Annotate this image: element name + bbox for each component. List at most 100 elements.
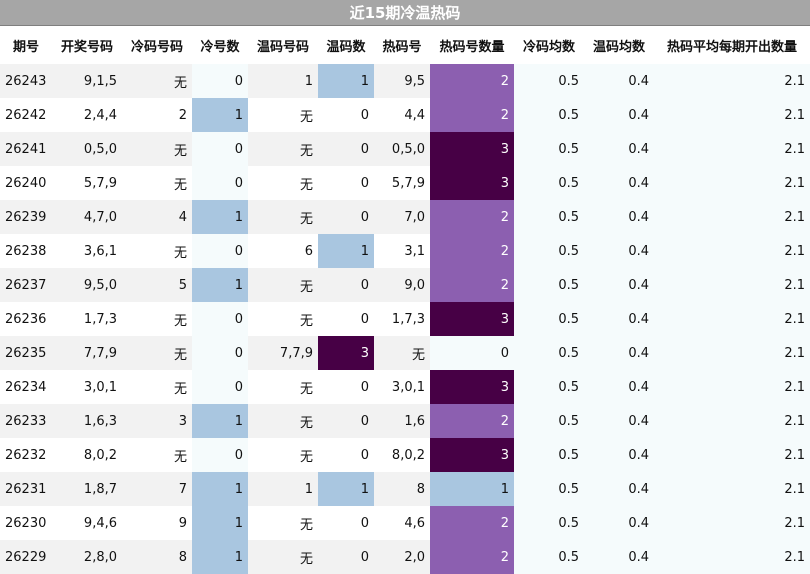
cell-hot-count: 3	[430, 132, 514, 166]
cell-cold-avg: 0.5	[514, 200, 584, 234]
cell-warm-numbers: 无	[248, 98, 318, 132]
cell-hot-count: 2	[430, 64, 514, 98]
cell-warm-avg: 0.4	[584, 540, 654, 574]
cell-hot-count: 2	[430, 234, 514, 268]
cell-cold-avg: 0.5	[514, 370, 584, 404]
cell-warm-count: 0	[318, 200, 374, 234]
cell-draw-numbers: 9,5,0	[52, 268, 122, 302]
cell-cold-numbers: 5	[122, 268, 192, 302]
cell-cold-count: 1	[192, 404, 248, 438]
cell-cold-avg: 0.5	[514, 64, 584, 98]
cell-hot-numbers: 0,5,0	[374, 132, 430, 166]
col-header-cold-count: 冷号数	[192, 26, 248, 64]
cell-cold-numbers: 8	[122, 540, 192, 574]
cell-hot-count: 2	[430, 268, 514, 302]
table-row: 26235 7,7,9 无 0 7,7,9 3 无 0 0.5 0.4 2.1	[0, 336, 810, 370]
table-row: 26239 4,7,0 4 1 无 0 7,0 2 0.5 0.4 2.1	[0, 200, 810, 234]
cell-hot-avg: 2.1	[654, 234, 810, 268]
cell-warm-count: 1	[318, 472, 374, 506]
cell-warm-count: 0	[318, 268, 374, 302]
cell-warm-avg: 0.4	[584, 200, 654, 234]
cell-warm-numbers: 无	[248, 370, 318, 404]
cell-hot-numbers: 7,0	[374, 200, 430, 234]
cell-warm-avg: 0.4	[584, 302, 654, 336]
col-header-warm-avg: 温码均数	[584, 26, 654, 64]
cell-warm-numbers: 7,7,9	[248, 336, 318, 370]
cell-hot-numbers: 8	[374, 472, 430, 506]
cell-period: 26232	[0, 438, 52, 472]
cell-warm-numbers: 6	[248, 234, 318, 268]
cell-cold-avg: 0.5	[514, 404, 584, 438]
col-header-warm-count: 温码数	[318, 26, 374, 64]
cell-period: 26230	[0, 506, 52, 540]
cell-hot-avg: 2.1	[654, 166, 810, 200]
cell-hot-avg: 2.1	[654, 302, 810, 336]
cell-cold-numbers: 无	[122, 132, 192, 166]
cell-cold-count: 0	[192, 302, 248, 336]
cell-cold-count: 0	[192, 438, 248, 472]
cell-period: 26235	[0, 336, 52, 370]
cell-warm-count: 1	[318, 64, 374, 98]
cell-hot-avg: 2.1	[654, 370, 810, 404]
cell-warm-avg: 0.4	[584, 336, 654, 370]
cell-draw-numbers: 1,7,3	[52, 302, 122, 336]
cell-warm-avg: 0.4	[584, 98, 654, 132]
table-row: 26236 1,7,3 无 0 无 0 1,7,3 3 0.5 0.4 2.1	[0, 302, 810, 336]
cell-draw-numbers: 7,7,9	[52, 336, 122, 370]
cell-warm-numbers: 无	[248, 404, 318, 438]
cell-hot-count: 2	[430, 200, 514, 234]
cell-hot-numbers: 2,0	[374, 540, 430, 574]
cell-hot-avg: 2.1	[654, 200, 810, 234]
cell-period: 26243	[0, 64, 52, 98]
cell-hot-avg: 2.1	[654, 98, 810, 132]
cell-warm-avg: 0.4	[584, 506, 654, 540]
cell-cold-avg: 0.5	[514, 472, 584, 506]
table-row: 26243 9,1,5 无 0 1 1 9,5 2 0.5 0.4 2.1	[0, 64, 810, 98]
cell-warm-avg: 0.4	[584, 370, 654, 404]
table-row: 26234 3,0,1 无 0 无 0 3,0,1 3 0.5 0.4 2.1	[0, 370, 810, 404]
col-header-period: 期号	[0, 26, 52, 64]
cell-hot-avg: 2.1	[654, 336, 810, 370]
cell-warm-avg: 0.4	[584, 268, 654, 302]
cell-cold-avg: 0.5	[514, 506, 584, 540]
table-row: 26238 3,6,1 无 0 6 1 3,1 2 0.5 0.4 2.1	[0, 234, 810, 268]
cell-draw-numbers: 4,7,0	[52, 200, 122, 234]
cell-cold-numbers: 4	[122, 200, 192, 234]
cell-cold-count: 0	[192, 166, 248, 200]
cell-cold-numbers: 2	[122, 98, 192, 132]
cell-hot-avg: 2.1	[654, 268, 810, 302]
cell-hot-count: 3	[430, 370, 514, 404]
cell-cold-avg: 0.5	[514, 132, 584, 166]
cell-warm-numbers: 无	[248, 166, 318, 200]
cell-warm-avg: 0.4	[584, 404, 654, 438]
cell-hot-avg: 2.1	[654, 540, 810, 574]
cell-draw-numbers: 2,8,0	[52, 540, 122, 574]
cell-cold-avg: 0.5	[514, 234, 584, 268]
cell-draw-numbers: 9,4,6	[52, 506, 122, 540]
col-header-hot-avg: 热码平均每期开出数量	[654, 26, 810, 64]
cell-period: 26239	[0, 200, 52, 234]
cell-period: 26231	[0, 472, 52, 506]
cell-hot-numbers: 4,4	[374, 98, 430, 132]
cell-warm-count: 0	[318, 370, 374, 404]
cell-draw-numbers: 5,7,9	[52, 166, 122, 200]
table-row: 26240 5,7,9 无 0 无 0 5,7,9 3 0.5 0.4 2.1	[0, 166, 810, 200]
cell-cold-numbers: 9	[122, 506, 192, 540]
cell-hot-count: 3	[430, 302, 514, 336]
cell-warm-avg: 0.4	[584, 166, 654, 200]
cell-cold-count: 0	[192, 336, 248, 370]
cell-cold-count: 1	[192, 540, 248, 574]
hot-cold-table: 期号 开奖号码 冷码号码 冷号数 温码号码 温码数 热码号 热码号数量 冷码均数…	[0, 26, 810, 574]
cell-hot-avg: 2.1	[654, 438, 810, 472]
table-row: 26233 1,6,3 3 1 无 0 1,6 2 0.5 0.4 2.1	[0, 404, 810, 438]
cell-warm-count: 0	[318, 506, 374, 540]
cell-hot-count: 2	[430, 404, 514, 438]
cell-cold-avg: 0.5	[514, 336, 584, 370]
cell-cold-numbers: 无	[122, 370, 192, 404]
table-row: 26229 2,8,0 8 1 无 0 2,0 2 0.5 0.4 2.1	[0, 540, 810, 574]
cell-draw-numbers: 1,6,3	[52, 404, 122, 438]
cell-draw-numbers: 0,5,0	[52, 132, 122, 166]
cell-cold-avg: 0.5	[514, 302, 584, 336]
table-row: 26232 8,0,2 无 0 无 0 8,0,2 3 0.5 0.4 2.1	[0, 438, 810, 472]
cell-cold-numbers: 3	[122, 404, 192, 438]
